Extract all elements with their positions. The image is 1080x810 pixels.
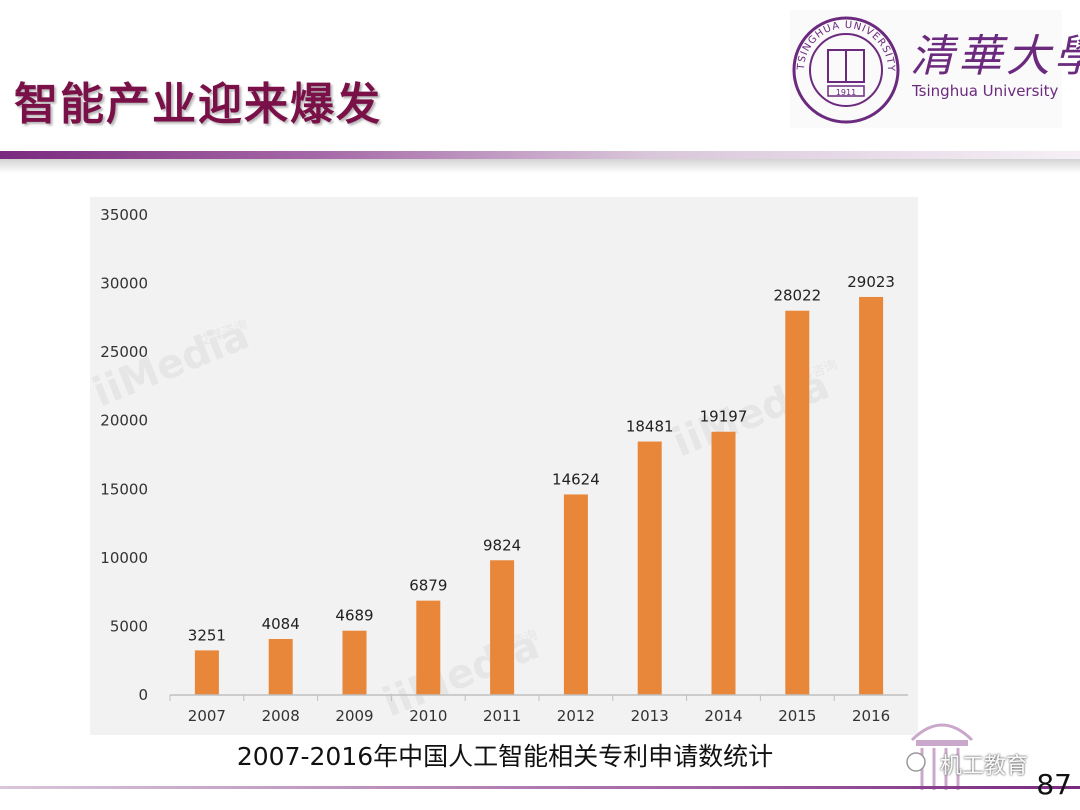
title-divider xyxy=(0,151,1080,159)
bar-value-label: 4084 xyxy=(262,615,300,633)
y-tick-label: 35000 xyxy=(100,206,148,224)
bar-value-label: 6879 xyxy=(409,577,447,595)
slide-title: 智能产业迎来爆发 xyxy=(14,79,382,130)
bar-value-label: 19197 xyxy=(700,408,748,426)
x-tick-label: 2007 xyxy=(188,707,226,725)
y-tick-label: 25000 xyxy=(100,343,148,361)
page-number: 87 xyxy=(1036,768,1072,801)
y-tick-label: 0 xyxy=(138,686,148,704)
x-tick-label: 2011 xyxy=(483,707,521,725)
bar-2009 xyxy=(342,630,367,695)
university-logo: 1911 TSINGHUA UNIVERSITY 清華大學 Tsinghua U… xyxy=(790,10,1080,128)
x-tick-label: 2013 xyxy=(631,707,669,725)
bar-2015 xyxy=(785,310,810,695)
footer-line xyxy=(0,786,1080,789)
bar-value-label: 9824 xyxy=(483,536,521,554)
y-tick-label: 15000 xyxy=(100,480,148,498)
x-tick-label: 2012 xyxy=(557,707,595,725)
x-tick-label: 2014 xyxy=(704,707,742,725)
bar-2008 xyxy=(268,638,293,695)
bar-value-label: 29023 xyxy=(847,273,895,291)
logo-english-name: Tsinghua University xyxy=(912,82,1059,100)
bar-value-label: 14624 xyxy=(552,470,600,488)
x-axis: 2007 2008 2009 2010 2011 2012 2013 2014 2015 2016 xyxy=(169,694,908,725)
x-tick-label: 2015 xyxy=(778,707,816,725)
chart-caption: 2007-2016年中国人工智能相关专利申请数统计 xyxy=(236,742,774,771)
x-tick-label: 2009 xyxy=(335,707,373,725)
bar-value-label: 18481 xyxy=(626,418,674,436)
patent-bar-chart: iiMedia 艾媒咨询 iiMedia 艾媒咨询 iiMedia 艾媒咨询 0… xyxy=(90,206,908,726)
bar-series: 3251 4084 4689 6879 9824 14624 18481 19197 28022… xyxy=(188,273,895,695)
university-seal-icon: 1911 TSINGHUA UNIVERSITY xyxy=(792,16,900,124)
y-axis: 0 5000 10000 15000 20000 25000 30000 35000 xyxy=(100,206,148,704)
y-tick-label: 5000 xyxy=(110,617,148,635)
x-tick-label: 2010 xyxy=(409,707,447,725)
y-tick-label: 20000 xyxy=(100,412,148,430)
y-tick-label: 10000 xyxy=(100,549,148,567)
title-divider-shadow xyxy=(0,159,1080,173)
y-tick-label: 30000 xyxy=(100,275,148,293)
bar-2012 xyxy=(563,494,588,695)
bar-2010 xyxy=(416,600,441,695)
bar-value-label: 3251 xyxy=(188,626,226,644)
x-tick-label: 2016 xyxy=(852,707,890,725)
bar-value-label: 28022 xyxy=(773,287,821,305)
wechat-account-label: 机工教育 xyxy=(940,754,1029,779)
bar-2013 xyxy=(637,441,662,695)
bar-2007 xyxy=(194,650,219,695)
logo-chinese-name: 清華大學 xyxy=(910,31,1080,82)
bar-2014 xyxy=(711,431,736,695)
bar-value-label: 4689 xyxy=(335,607,373,625)
bar-2016 xyxy=(859,296,884,695)
seal-year: 1911 xyxy=(836,88,856,97)
x-tick-label: 2008 xyxy=(262,707,300,725)
wechat-building-icon xyxy=(906,723,974,790)
bar-2011 xyxy=(490,560,515,695)
